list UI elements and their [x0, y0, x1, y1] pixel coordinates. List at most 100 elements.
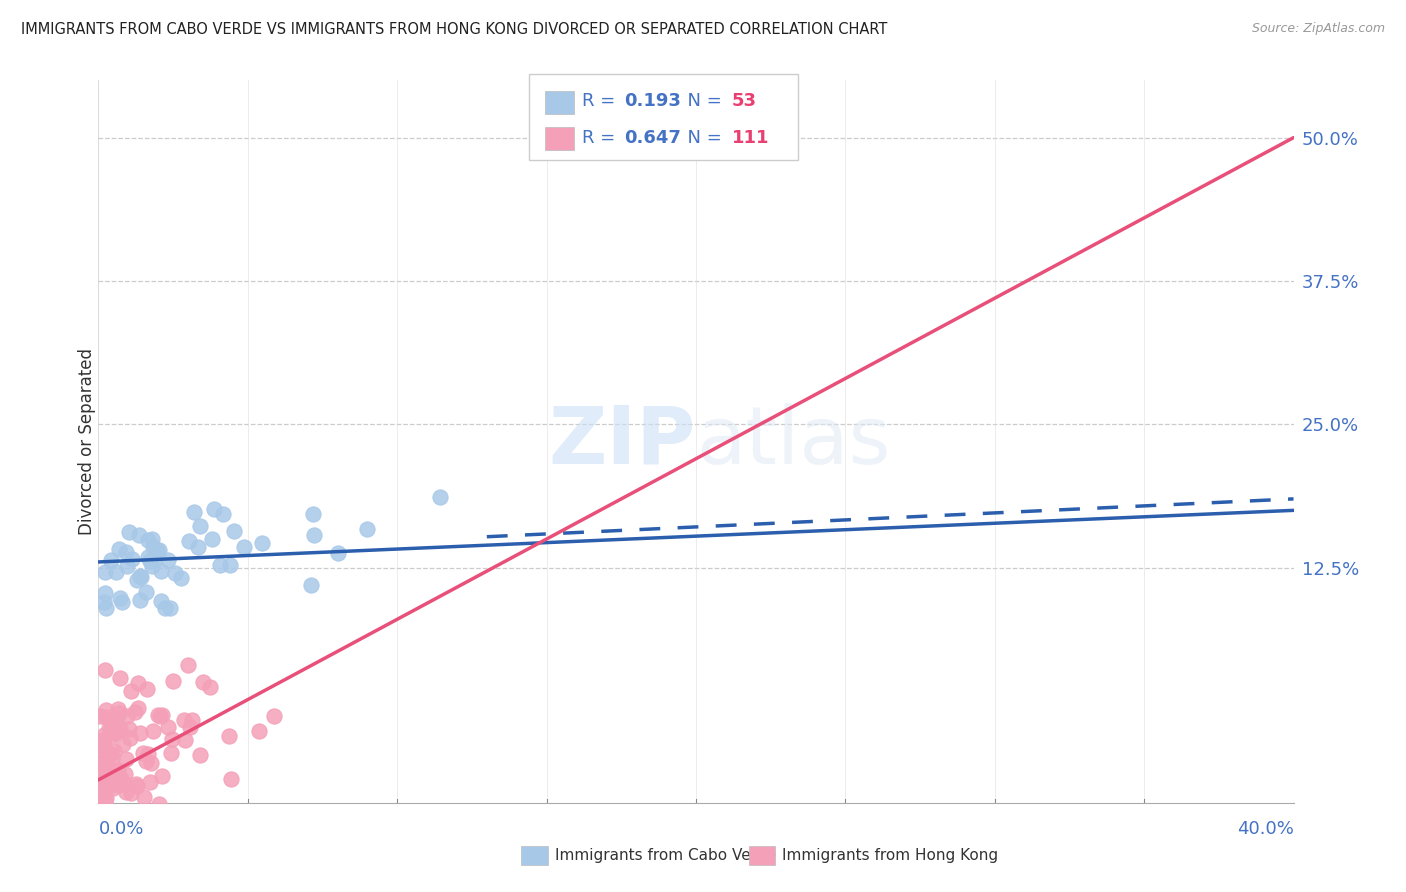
- Point: [299, 578, 322, 592]
- Point: [100, 553, 122, 567]
- Point: [136, 550, 159, 565]
- Point: [149, 564, 172, 578]
- Point: [91, 776, 114, 790]
- Point: [96, 836, 118, 850]
- Point: [208, 558, 231, 573]
- Point: [156, 553, 179, 567]
- Point: [103, 764, 125, 778]
- Point: [128, 528, 150, 542]
- Point: [93, 754, 115, 768]
- Point: [98, 769, 121, 783]
- Point: [91, 733, 114, 747]
- Point: [89, 859, 111, 873]
- Point: [93, 728, 115, 742]
- Point: [115, 785, 138, 799]
- Text: N =: N =: [676, 93, 727, 111]
- Point: [120, 683, 142, 698]
- Point: [141, 559, 163, 574]
- Text: 111: 111: [733, 129, 769, 147]
- Point: [98, 729, 121, 743]
- Point: [120, 731, 142, 746]
- Point: [302, 528, 325, 542]
- Point: [93, 739, 115, 754]
- Point: [155, 843, 177, 857]
- Point: [328, 546, 350, 560]
- Point: [91, 775, 114, 789]
- Point: [118, 524, 141, 539]
- Point: [162, 673, 184, 688]
- Point: [94, 710, 117, 724]
- Point: [114, 752, 136, 766]
- Point: [218, 558, 240, 572]
- Point: [202, 502, 225, 516]
- Point: [128, 592, 150, 607]
- Point: [131, 569, 153, 583]
- Text: Immigrants from Hong Kong: Immigrants from Hong Kong: [782, 848, 998, 863]
- Point: [103, 723, 125, 738]
- Point: [93, 586, 115, 600]
- Point: [139, 774, 162, 789]
- Point: [98, 714, 121, 728]
- Text: 53: 53: [733, 93, 756, 111]
- Point: [211, 507, 233, 521]
- Point: [120, 786, 142, 800]
- Point: [89, 790, 111, 805]
- Point: [97, 721, 120, 735]
- Point: [114, 776, 136, 790]
- Point: [219, 772, 242, 787]
- Point: [108, 706, 131, 720]
- Point: [104, 713, 127, 727]
- FancyBboxPatch shape: [748, 847, 775, 865]
- Point: [114, 767, 136, 781]
- Point: [96, 829, 118, 843]
- Point: [101, 751, 124, 765]
- Point: [127, 676, 149, 690]
- Point: [153, 600, 176, 615]
- Point: [120, 806, 142, 821]
- Text: 0.193: 0.193: [624, 93, 681, 111]
- Point: [148, 542, 170, 557]
- Point: [169, 821, 191, 835]
- Point: [90, 880, 112, 892]
- Point: [159, 746, 181, 760]
- Text: 0.647: 0.647: [624, 129, 681, 147]
- Point: [150, 769, 173, 783]
- Point: [129, 569, 152, 583]
- Point: [145, 838, 167, 852]
- Point: [429, 490, 451, 504]
- Text: N =: N =: [676, 129, 727, 147]
- Point: [139, 553, 162, 567]
- Point: [132, 790, 155, 805]
- Point: [111, 595, 134, 609]
- Point: [250, 536, 273, 550]
- Point: [142, 540, 165, 554]
- Point: [159, 600, 181, 615]
- Point: [89, 798, 111, 813]
- Point: [127, 701, 149, 715]
- Point: [149, 708, 172, 723]
- Point: [93, 867, 115, 881]
- Point: [179, 721, 201, 735]
- Point: [136, 533, 159, 547]
- Text: Immigrants from Cabo Verde: Immigrants from Cabo Verde: [555, 848, 776, 863]
- Point: [121, 552, 143, 566]
- Point: [117, 558, 139, 573]
- FancyBboxPatch shape: [529, 75, 797, 160]
- Text: atlas: atlas: [696, 402, 890, 481]
- Point: [135, 584, 157, 599]
- Point: [89, 709, 111, 723]
- Point: [188, 747, 211, 762]
- Point: [125, 779, 148, 793]
- Point: [150, 708, 173, 723]
- Point: [124, 705, 146, 719]
- Point: [94, 762, 117, 776]
- Point: [110, 772, 132, 787]
- Point: [100, 885, 122, 892]
- Point: [121, 846, 143, 860]
- Point: [108, 541, 131, 556]
- Point: [302, 507, 325, 521]
- Point: [90, 739, 112, 754]
- Point: [103, 744, 125, 758]
- Text: 40.0%: 40.0%: [1237, 820, 1294, 838]
- Point: [143, 551, 166, 566]
